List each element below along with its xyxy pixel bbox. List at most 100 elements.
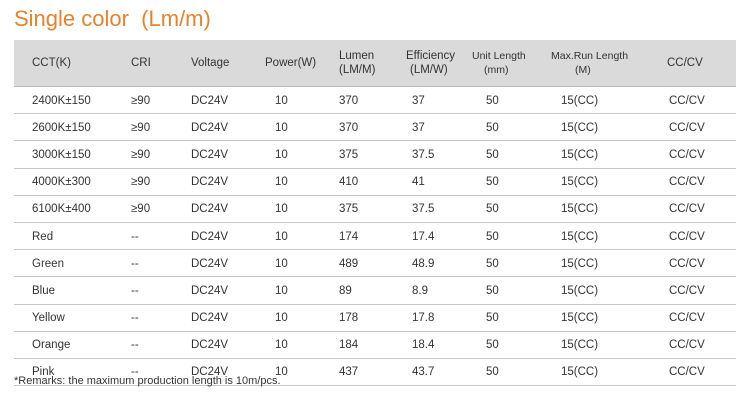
cell-power: 10: [257, 113, 325, 142]
cell-cct: 6100K±400: [14, 195, 119, 223]
table-row: Green -- DC24V 10 489 48.9 50 15(CC) CC/CV: [14, 249, 736, 278]
header-power: Power(W): [257, 40, 325, 87]
cell-voltage: DC24V: [189, 113, 257, 142]
table-row: Red -- DC24V 10 174 17.4 50 15(CC) CC/CV: [14, 222, 736, 251]
cell-max-run-length: 15(CC): [535, 140, 645, 169]
cell-voltage: DC24V: [189, 304, 257, 332]
header-unit-length: Unit Length (mm): [470, 40, 535, 87]
cell-voltage: DC24V: [189, 140, 257, 169]
cell-unit-length: 50: [470, 113, 535, 142]
cell-cccv: CC/CV: [645, 304, 736, 332]
cell-voltage: DC24V: [189, 331, 257, 359]
header-cccv: CC/CV: [645, 40, 736, 87]
cell-power: 10: [257, 195, 325, 223]
cell-lumen: 89: [325, 276, 398, 305]
cell-max-run-length: 15(CC): [535, 86, 645, 115]
cell-efficiency: 41: [398, 168, 470, 196]
cell-efficiency: 18.4: [398, 331, 470, 359]
cell-max-run-length: 15(CC): [535, 168, 645, 196]
table-row: 4000K±300 ≥90 DC24V 10 410 41 50 15(CC) CC/CV: [14, 168, 736, 196]
cell-cri: --: [119, 276, 189, 305]
cell-power: 10: [257, 249, 325, 278]
cell-power: 10: [257, 276, 325, 305]
cell-cct: Yellow: [14, 304, 119, 332]
cell-voltage: DC24V: [189, 195, 257, 223]
cell-cri: --: [119, 249, 189, 278]
cell-cccv: CC/CV: [645, 195, 736, 223]
cell-unit-length: 50: [470, 276, 535, 305]
cell-power: 10: [257, 140, 325, 169]
cell-lumen: 375: [325, 140, 398, 169]
cell-max-run-length: 15(CC): [535, 331, 645, 359]
header-lumen: Lumen (LM/M): [325, 40, 398, 87]
cell-cccv: CC/CV: [645, 358, 736, 387]
cell-cct: 3000K±150: [14, 140, 119, 169]
cell-efficiency: 48.9: [398, 249, 470, 278]
cell-lumen: 370: [325, 86, 398, 115]
cell-cccv: CC/CV: [645, 168, 736, 196]
cell-max-run-length: 15(CC): [535, 222, 645, 251]
table-row: Pink -- DC24V 10 437 43.7 50 15(CC) CC/CV: [14, 358, 736, 387]
cell-voltage: DC24V: [189, 168, 257, 196]
table-row: 2400K±150 ≥90 DC24V 10 370 37 50 15(CC) CC/CV: [14, 86, 736, 115]
cell-efficiency: 8.9: [398, 276, 470, 305]
cell-cct: Green: [14, 249, 119, 278]
cell-cri: --: [119, 331, 189, 359]
cell-efficiency: 37.5: [398, 195, 470, 223]
cell-max-run-length: 15(CC): [535, 195, 645, 223]
cell-lumen: 410: [325, 168, 398, 196]
cell-unit-length: 50: [470, 86, 535, 115]
cell-max-run-length: 15(CC): [535, 113, 645, 142]
cell-max-run-length: 15(CC): [535, 276, 645, 305]
cell-power: 10: [257, 86, 325, 115]
table-header-row: CCT(K) CRI Voltage Power(W) Lumen (LM/M) …: [14, 40, 736, 87]
cell-cct: Orange: [14, 331, 119, 359]
cell-max-run-length: 15(CC): [535, 358, 645, 387]
remarks-note: *Remarks: the maximum production length …: [14, 375, 281, 387]
cell-lumen: 489: [325, 249, 398, 278]
cell-cri: ≥90: [119, 86, 189, 115]
cell-lumen: 437: [325, 358, 398, 387]
table-row: 3000K±150 ≥90 DC24V 10 375 37.5 50 15(CC) CC/CV: [14, 140, 736, 169]
cell-cri: ≥90: [119, 140, 189, 169]
table-row: 2600K±150 ≥90 DC24V 10 370 37 50 15(CC) CC/CV: [14, 113, 736, 142]
cell-lumen: 370: [325, 113, 398, 142]
cell-cccv: CC/CV: [645, 140, 736, 169]
cell-cccv: CC/CV: [645, 113, 736, 142]
cell-cct: Blue: [14, 276, 119, 305]
cell-cri: --: [119, 222, 189, 251]
cell-cct: 4000K±300: [14, 168, 119, 196]
cell-efficiency: 17.4: [398, 222, 470, 251]
cell-power: 10: [257, 304, 325, 332]
cell-power: 10: [257, 222, 325, 251]
cell-lumen: 178: [325, 304, 398, 332]
cell-efficiency: 37: [398, 86, 470, 115]
cell-cri: ≥90: [119, 168, 189, 196]
header-max-run-length: Max.Run Length (M): [535, 40, 645, 87]
cell-efficiency: 17.8: [398, 304, 470, 332]
header-voltage: Voltage: [189, 40, 257, 87]
cell-max-run-length: 15(CC): [535, 304, 645, 332]
header-efficiency: Efficiency (LM/W): [398, 40, 470, 87]
cell-power: 10: [257, 358, 325, 387]
cell-cct: Pink: [14, 358, 119, 387]
cell-cri: --: [119, 358, 189, 387]
cell-voltage: DC24V: [189, 86, 257, 115]
cell-unit-length: 50: [470, 304, 535, 332]
table-row: Orange -- DC24V 10 184 18.4 50 15(CC) CC/CV: [14, 331, 736, 359]
cell-cccv: CC/CV: [645, 276, 736, 305]
cell-efficiency: 43.7: [398, 358, 470, 387]
cell-voltage: DC24V: [189, 276, 257, 305]
cell-voltage: DC24V: [189, 222, 257, 251]
cell-cct: 2600K±150: [14, 113, 119, 142]
spec-table: CCT(K) CRI Voltage Power(W) Lumen (LM/M) …: [14, 40, 736, 387]
cell-voltage: DC24V: [189, 358, 257, 387]
cell-unit-length: 50: [470, 222, 535, 251]
cell-power: 10: [257, 331, 325, 359]
cell-efficiency: 37.5: [398, 140, 470, 169]
cell-efficiency: 37: [398, 113, 470, 142]
page-title: Single color (Lm/m): [14, 6, 211, 31]
table-row: Blue -- DC24V 10 89 8.9 50 15(CC) CC/CV: [14, 276, 736, 305]
cell-unit-length: 50: [470, 331, 535, 359]
cell-unit-length: 50: [470, 358, 535, 387]
